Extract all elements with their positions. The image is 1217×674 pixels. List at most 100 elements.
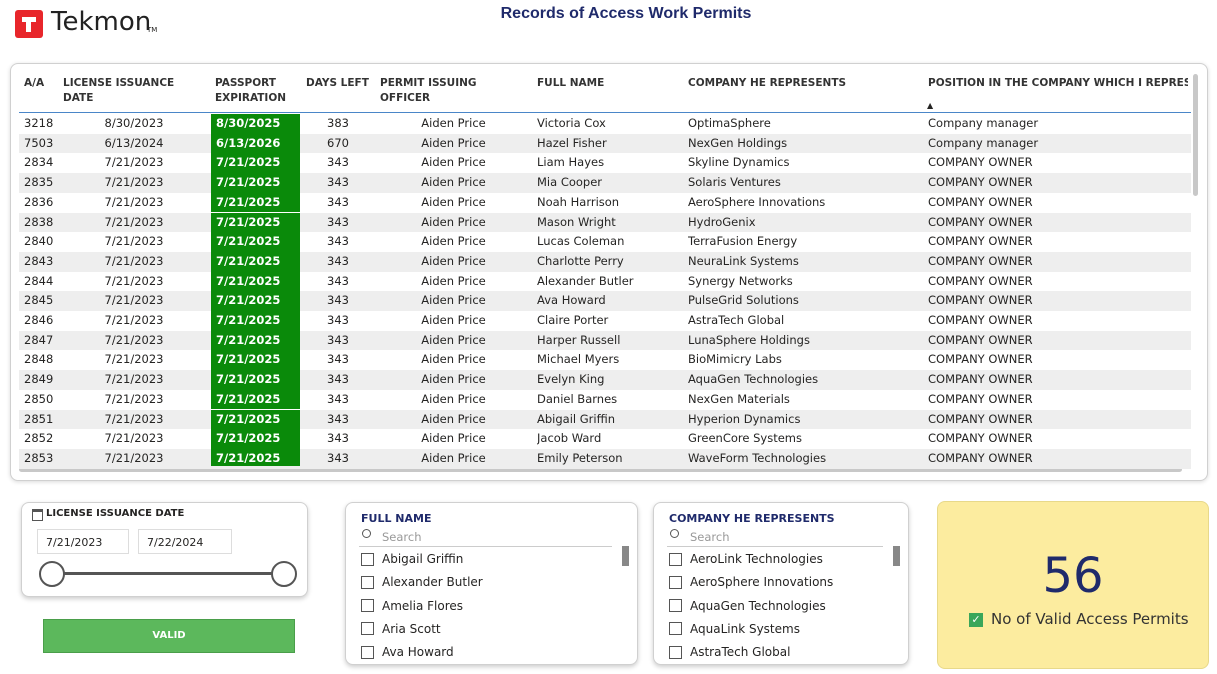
table-cell: 2848 bbox=[24, 352, 53, 367]
checkbox[interactable] bbox=[361, 575, 374, 589]
table-cell: Ava Howard bbox=[537, 293, 606, 308]
slicer-item[interactable]: Abigail Griffin bbox=[361, 551, 463, 567]
checkbox[interactable] bbox=[361, 599, 374, 613]
table-cell: 7/21/2023 bbox=[104, 313, 164, 327]
table-cell: 343 bbox=[327, 175, 349, 190]
row-band bbox=[19, 133, 1191, 154]
range-track bbox=[51, 572, 283, 575]
slicer-item[interactable]: Ava Howard bbox=[361, 644, 454, 660]
slicer-item[interactable]: AstraTech Global bbox=[669, 644, 790, 660]
date-from[interactable]: 7/21/2023 bbox=[37, 529, 129, 554]
table-cell: 7/21/2025 bbox=[211, 429, 300, 449]
checkbox[interactable] bbox=[361, 622, 374, 636]
table-cell: COMPANY OWNER bbox=[928, 293, 1033, 308]
table-cell: COMPANY OWNER bbox=[928, 175, 1033, 190]
page-title: Records of Access Work Permits bbox=[500, 5, 752, 22]
v-scrollbar[interactable] bbox=[1193, 74, 1198, 196]
slicer-item[interactable]: AeroSphere Innovations bbox=[669, 574, 833, 590]
table-cell: 7/21/2025 bbox=[211, 448, 300, 466]
table-cell: 343 bbox=[327, 372, 349, 387]
table-cell: TerraFusion Energy bbox=[688, 234, 798, 249]
table-cell: 2847 bbox=[24, 332, 53, 347]
table-cell: 343 bbox=[327, 352, 349, 367]
column-header[interactable]: A/A bbox=[24, 77, 45, 89]
checkbox[interactable] bbox=[669, 575, 682, 589]
table-cell: Mason Wright bbox=[537, 214, 616, 229]
table-cell: COMPANY OWNER bbox=[928, 313, 1033, 327]
table-cell: Aiden Price bbox=[421, 116, 486, 130]
checkbox[interactable] bbox=[669, 599, 682, 613]
table-cell: 6/13/2024 bbox=[104, 135, 164, 150]
table-cell: GreenCore Systems bbox=[688, 431, 802, 446]
column-header[interactable]: FULL NAME bbox=[537, 77, 605, 89]
table-cell: 7/21/2025 bbox=[211, 153, 300, 174]
table-cell: COMPANY OWNER bbox=[928, 450, 1033, 465]
table-cell: 7/21/2025 bbox=[211, 350, 300, 371]
item-label: AstraTech Global bbox=[690, 645, 791, 660]
table-cell: OptimaSphere bbox=[688, 116, 771, 130]
checkbox[interactable] bbox=[361, 645, 374, 659]
range-handle[interactable] bbox=[271, 561, 297, 587]
table-cell: 2851 bbox=[24, 411, 53, 426]
table-cell: COMPANY OWNER bbox=[928, 194, 1033, 209]
search-box[interactable]: Search bbox=[690, 530, 730, 544]
slicer-item[interactable]: AquaGen Technologies bbox=[669, 598, 826, 614]
table-cell: COMPANY OWNER bbox=[928, 253, 1033, 268]
date-to[interactable]: 7/22/2024 bbox=[138, 529, 232, 554]
column-header[interactable]: PERMIT ISSUING OFFICER bbox=[380, 77, 477, 104]
slicer-item[interactable]: AquaLink Systems bbox=[669, 621, 800, 637]
column-header[interactable]: DAYS LEFT bbox=[306, 77, 369, 89]
table-cell: Charlotte Perry bbox=[537, 253, 624, 268]
table-cell: COMPANY OWNER bbox=[928, 234, 1033, 249]
range-handle[interactable] bbox=[39, 561, 65, 587]
h-scrollbar[interactable] bbox=[19, 467, 1182, 472]
table-cell: COMPANY OWNER bbox=[928, 391, 1033, 406]
table-cell: Hyperion Dynamics bbox=[688, 411, 801, 426]
table-cell: 7/21/2023 bbox=[104, 214, 164, 229]
slicer-title: LICENSE ISSUANCE DATE bbox=[46, 508, 185, 519]
kpi-label: No of Valid Access Permits bbox=[991, 610, 1189, 628]
scrollbar[interactable] bbox=[622, 546, 629, 566]
table-cell: 7/21/2023 bbox=[104, 175, 164, 190]
table-cell: 7/21/2025 bbox=[211, 370, 300, 390]
checkbox[interactable] bbox=[669, 622, 682, 636]
checkbox[interactable] bbox=[669, 645, 682, 659]
checkbox[interactable] bbox=[669, 552, 682, 566]
slicer-item[interactable]: Aria Scott bbox=[361, 621, 441, 637]
slicer-item[interactable]: AeroLink Technologies bbox=[669, 551, 823, 567]
item-label: Ava Howard bbox=[382, 645, 454, 660]
table-cell: Aiden Price bbox=[421, 194, 486, 209]
table-cell: 343 bbox=[327, 332, 349, 347]
table-cell: 2853 bbox=[24, 450, 53, 465]
table-cell: 343 bbox=[327, 273, 349, 288]
column-header[interactable]: PASSPORT EXPIRATION bbox=[215, 77, 287, 104]
table-cell: 2838 bbox=[24, 214, 53, 229]
checkbox[interactable] bbox=[361, 552, 374, 566]
table-cell: 7/21/2025 bbox=[211, 311, 300, 331]
table-cell: AquaGen Technologies bbox=[688, 372, 819, 387]
slicer-item[interactable]: Amelia Flores bbox=[361, 598, 463, 614]
item-label: AquaGen Technologies bbox=[690, 598, 826, 613]
scrollbar[interactable] bbox=[893, 546, 900, 566]
table-cell: 7/21/2023 bbox=[104, 450, 164, 465]
search-box[interactable]: Search bbox=[382, 530, 422, 544]
valid-button[interactable]: VALID bbox=[43, 619, 295, 653]
table-cell: LunaSphere Holdings bbox=[688, 332, 810, 347]
column-header[interactable]: COMPANY HE REPRESENTS bbox=[688, 77, 847, 89]
table-cell: Abigail Griffin bbox=[537, 411, 615, 426]
table-cell: 7/21/2025 bbox=[211, 389, 300, 410]
table-cell: 7/21/2023 bbox=[104, 431, 164, 446]
table-cell: NexGen Holdings bbox=[688, 135, 788, 150]
table-cell: Mia Cooper bbox=[537, 175, 603, 190]
table-cell: 343 bbox=[327, 411, 349, 426]
column-header[interactable]: POSITION IN THE COMPANY WHICH I REPRESEN… bbox=[928, 77, 1188, 89]
trademark: TM bbox=[147, 26, 158, 34]
table-cell: 2834 bbox=[24, 155, 53, 170]
sort-arrow[interactable]: ▲ bbox=[927, 101, 934, 110]
table-cell: 7/21/2023 bbox=[104, 194, 164, 209]
permits-table: ▲ A/A LICENSE ISSUANCE DATE PASSPORT EXPIR… bbox=[10, 63, 1208, 481]
table-cell: 7/21/2023 bbox=[104, 411, 164, 426]
table-cell: Michael Myers bbox=[537, 352, 620, 367]
slicer-item[interactable]: Alexander Butler bbox=[361, 574, 483, 590]
column-header[interactable]: LICENSE ISSUANCE DATE bbox=[63, 77, 175, 104]
